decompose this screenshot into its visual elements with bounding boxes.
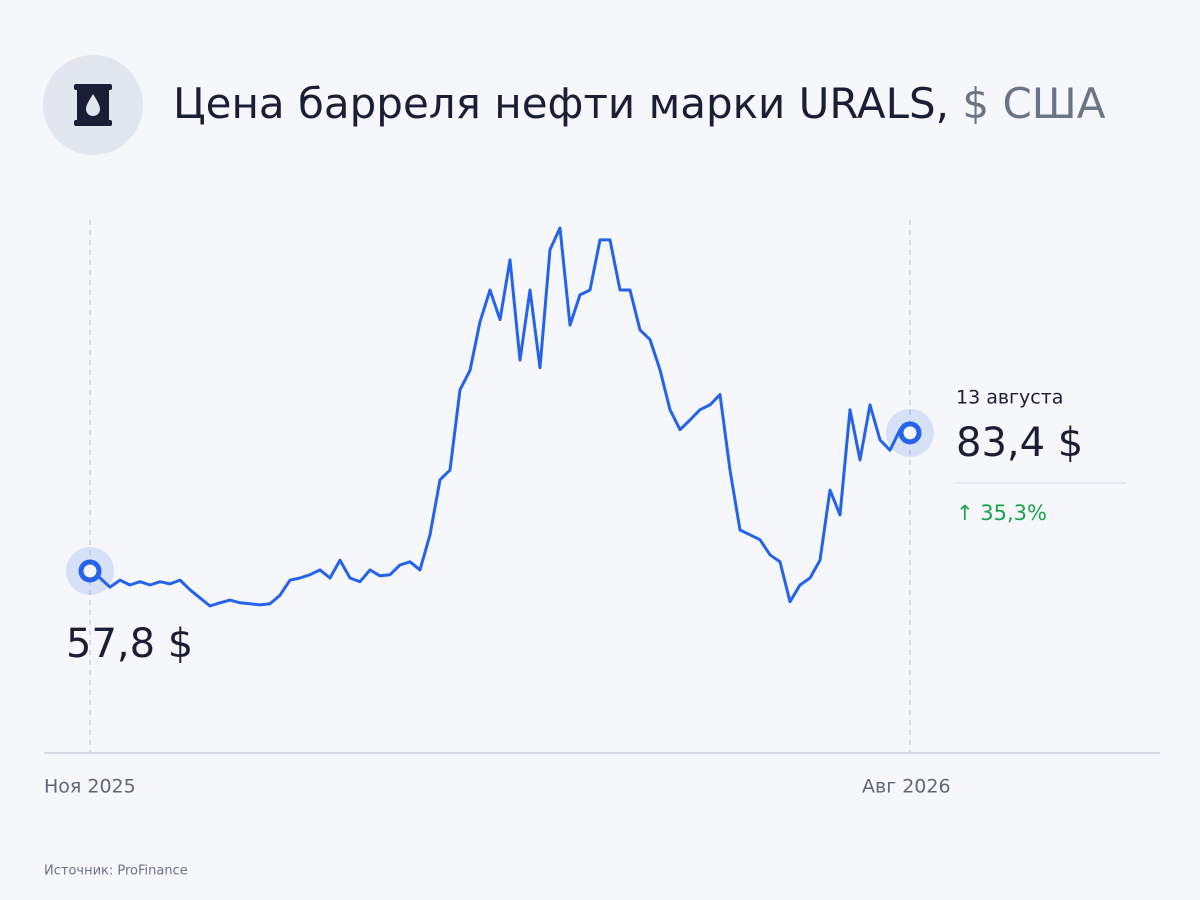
source: Источник: ProFinance [44, 864, 188, 879]
barrel-icon [74, 84, 112, 126]
point [898, 421, 922, 445]
title: Цена барреля нефти марки URALS, $ США [173, 79, 1106, 128]
date-label: 13 августа [956, 387, 1063, 409]
title-main: Цена барреля нефти марки URALS, [173, 79, 949, 128]
change-label: ↑ 35,3% [956, 501, 1047, 525]
title-unit: $ США [962, 79, 1105, 128]
point [78, 559, 102, 583]
value-label: 83,4 $ [956, 420, 1083, 466]
x-tick-label: Авг 2026 [862, 776, 951, 798]
x-tick-label: Ноя 2025 [44, 776, 136, 798]
value-label: 57,8 $ [66, 621, 193, 667]
price-line [89, 226, 911, 608]
